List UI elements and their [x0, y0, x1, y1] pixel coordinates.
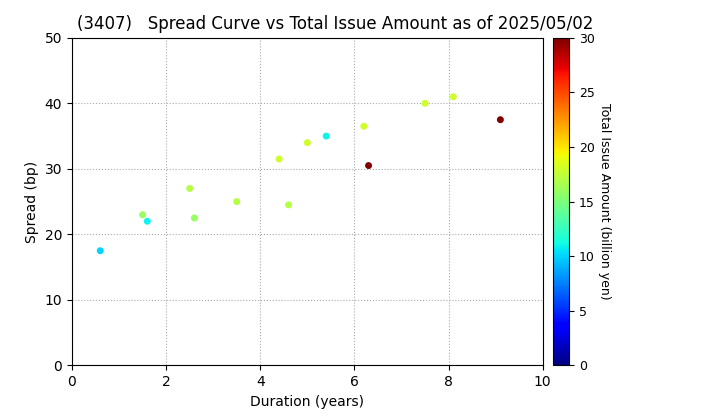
Y-axis label: Total Issue Amount (billion yen): Total Issue Amount (billion yen) [598, 103, 611, 300]
Point [363, 162, 374, 169]
Y-axis label: Spread (bp): Spread (bp) [25, 160, 39, 243]
Point [189, 215, 200, 221]
Point [283, 202, 294, 208]
Point [137, 211, 148, 218]
Point [142, 218, 153, 225]
Point [320, 133, 332, 139]
Point [302, 139, 313, 146]
Text: (3407)   Spread Curve vs Total Issue Amount as of 2025/05/02: (3407) Spread Curve vs Total Issue Amoun… [77, 16, 593, 34]
Point [495, 116, 506, 123]
Point [448, 93, 459, 100]
Point [274, 156, 285, 163]
Point [358, 123, 369, 130]
Point [184, 185, 195, 192]
X-axis label: Duration (years): Duration (years) [251, 395, 364, 409]
Point [231, 198, 243, 205]
Point [94, 247, 106, 254]
Point [419, 100, 431, 107]
